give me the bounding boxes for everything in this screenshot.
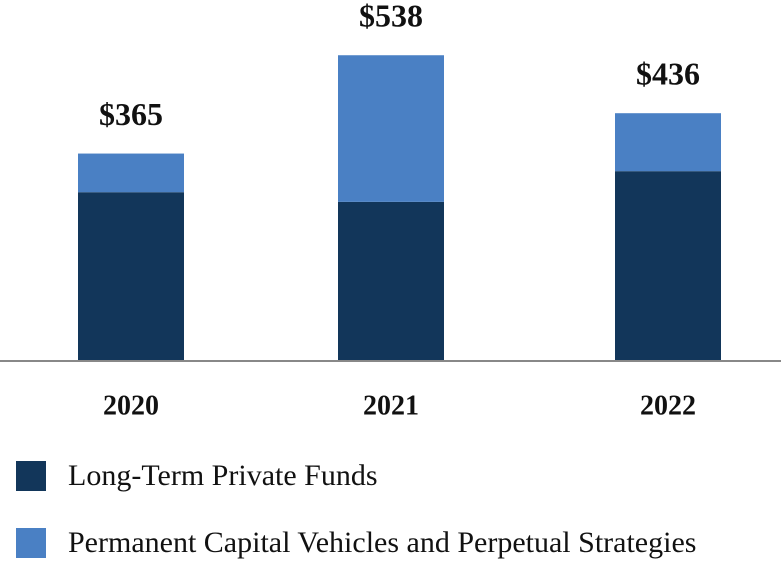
- legend-label: Long-Term Private Funds: [68, 459, 378, 492]
- x-tick-label: 2020: [103, 390, 159, 421]
- legend-swatch: [16, 528, 46, 558]
- bar-segment: [615, 171, 721, 361]
- total-label: $436: [636, 56, 700, 92]
- bar-segment: [78, 192, 184, 361]
- x-tick-label: 2021: [363, 390, 419, 421]
- x-tick-label: 2022: [640, 390, 696, 421]
- legend-label: Permanent Capital Vehicles and Perpetual…: [68, 526, 696, 559]
- total-label: $538: [359, 0, 423, 34]
- bar-segment: [78, 153, 184, 193]
- total-label: $365: [99, 96, 163, 132]
- legend-swatch: [16, 461, 46, 491]
- bar-segment: [615, 113, 721, 172]
- bar-segment: [338, 55, 444, 202]
- bar-segment: [338, 201, 444, 361]
